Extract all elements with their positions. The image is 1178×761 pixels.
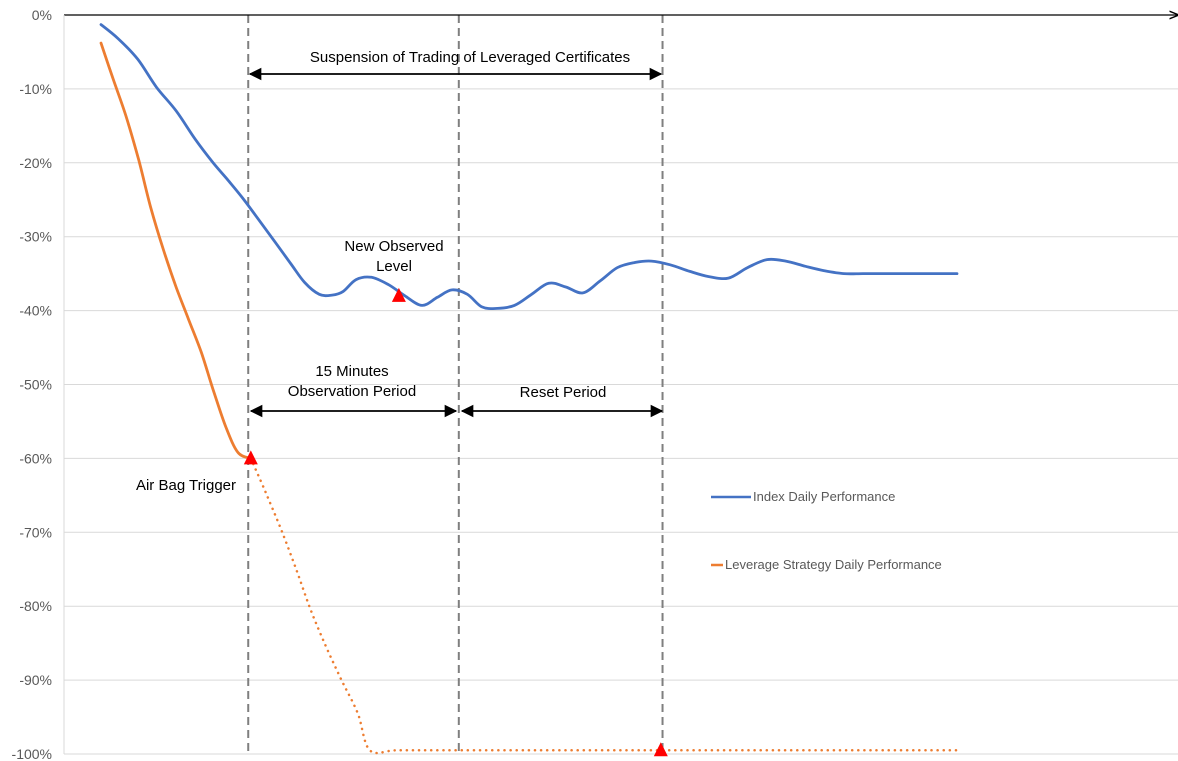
gridlines	[64, 88, 1178, 755]
y-tick-label: -40%	[19, 303, 52, 319]
legend-label-index: Index Daily Performance	[753, 489, 895, 504]
trigger-marker	[391, 287, 406, 302]
observation-label-line1: 15 Minutes	[315, 363, 388, 380]
y-axis-ticks: 0% -10% -20% -30% -40% -50% -60% -70% -80% -90% -1…	[12, 7, 52, 761]
series-line-1	[99, 41, 253, 460]
y-tick-label: -100%	[12, 746, 52, 761]
airbag-label: Air Bag Trigger	[136, 477, 236, 494]
y-tick-label: -10%	[19, 81, 52, 97]
observation-label-line2: Observation Period	[288, 383, 416, 400]
series-line-2	[249, 457, 959, 755]
legend-label-leverage: Leverage Strategy Daily Performance	[725, 557, 942, 572]
y-tick-label: -60%	[19, 450, 52, 466]
trigger-markers	[243, 287, 668, 757]
trigger-marker	[653, 742, 668, 757]
y-tick-label: -80%	[19, 598, 52, 614]
y-tick-label: -30%	[19, 229, 52, 245]
period-guides	[247, 15, 664, 754]
suspension-label: Suspension of Trading of Leveraged Certi…	[310, 49, 630, 66]
trigger-marker	[243, 450, 258, 465]
y-tick-label: -50%	[19, 377, 52, 393]
legend: Index Daily Performance Leverage Strateg…	[711, 489, 942, 572]
series-lines	[99, 23, 959, 755]
y-tick-label: -20%	[19, 155, 52, 171]
reset-label: Reset Period	[520, 384, 607, 401]
y-tick-label: 0%	[32, 7, 52, 23]
y-tick-label: -90%	[19, 672, 52, 688]
new-level-label-line1: New Observed	[344, 238, 443, 255]
y-tick-label: -70%	[19, 524, 52, 540]
series-line-0	[99, 23, 959, 311]
new-level-label-line2: Level	[376, 258, 412, 275]
